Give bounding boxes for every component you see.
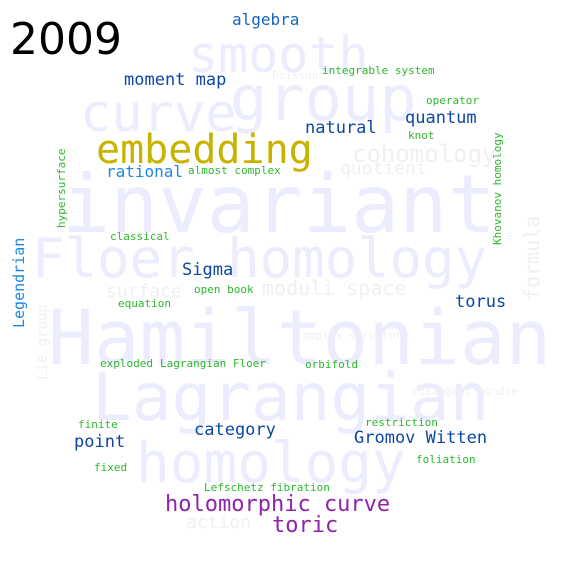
bg-word-complex-structure: complex structure	[296, 329, 409, 342]
bg-word-lie-group: Lie group	[35, 304, 51, 380]
word-integrable-system: integrable system	[322, 64, 435, 77]
bg-word-floer-homology: Floer homology	[32, 227, 488, 290]
word-lefschetz-fibration: Lefschetz fibration	[204, 481, 330, 494]
bg-word-curve: curve	[80, 84, 237, 144]
word-toric: toric	[272, 513, 339, 538]
word-gromov-witten: Gromov Witten	[354, 428, 488, 448]
bg-word-cotangent-bundle: cotangent bundle	[412, 385, 518, 398]
word-moment-map: moment map	[124, 70, 227, 90]
word-legendrian: Legendrian	[10, 237, 28, 328]
word-equation: equation	[118, 297, 171, 310]
word-quantum: quantum	[405, 108, 477, 128]
bg-word-action: action	[186, 512, 252, 533]
bg-word-homology: homology	[136, 431, 406, 496]
word-natural: natural	[305, 118, 377, 138]
word-rational: rational	[106, 162, 184, 181]
word-sigma: Sigma	[182, 260, 234, 280]
word-classical: classical	[110, 230, 170, 243]
word-lagrangian-floer: Lagrangian Floer	[160, 357, 266, 370]
word-orbifold: orbifold	[305, 358, 358, 371]
word-khovanov-homology: Khovanov homology	[491, 132, 504, 245]
word-torus: torus	[455, 292, 507, 312]
word-open-book: open book	[194, 283, 254, 296]
word-point: point	[74, 432, 126, 452]
bg-word-group: group	[230, 62, 417, 135]
bg-word-formula: formula	[520, 215, 544, 300]
bg-word-poisson: Poisson	[272, 69, 319, 82]
word-foliation: foliation	[416, 453, 476, 466]
word-fixed: fixed	[94, 461, 128, 474]
word-operator: operator	[426, 94, 479, 107]
word-hypersurface: hypersurface	[55, 148, 68, 228]
word-category: category	[194, 420, 276, 440]
bg-word-invariant: invariant	[62, 158, 496, 251]
word-almost-complex: almost complex	[188, 164, 281, 177]
word-exploded: exploded	[100, 357, 153, 370]
word-restriction: restriction	[365, 416, 438, 429]
word-knot: knot	[408, 129, 435, 142]
bg-word-lagrangian: Lagrangian	[92, 359, 490, 436]
word-holomorphic-curve: holomorphic curve	[165, 492, 391, 517]
year-label: 2009	[10, 14, 122, 65]
word-algebra: algebra	[232, 10, 300, 29]
word-embedding: embedding	[96, 127, 313, 173]
bg-word-smooth: smooth	[188, 26, 369, 84]
word-finite: finite	[78, 418, 118, 431]
bg-word-moduli-space: moduli space	[262, 276, 407, 300]
bg-word-quotient: quotient	[340, 158, 427, 179]
bg-word-hamiltonian: Hamiltonian	[48, 293, 552, 382]
bg-word-cohomology: cohomology	[352, 140, 497, 168]
bg-word-surface: surface	[106, 281, 182, 302]
